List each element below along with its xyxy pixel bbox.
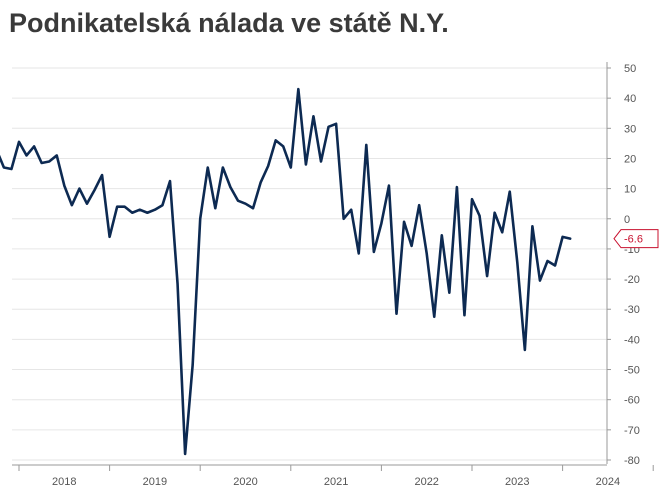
x-tick-label: 2023	[505, 476, 529, 488]
y-tick-label: 10	[624, 184, 636, 196]
callout-box	[613, 229, 659, 249]
gridlines	[12, 67, 607, 461]
y-tick-label: 30	[624, 123, 636, 135]
y-tick-label: 50	[624, 63, 636, 75]
x-tick-label: 2021	[324, 476, 348, 488]
y-tick-label: 20	[624, 153, 636, 165]
x-tick-label: 2022	[414, 476, 438, 488]
x-tick-label: 2020	[233, 476, 257, 488]
x-tick-label: 2018	[52, 476, 76, 488]
chart-title: Podnikatelská nálada ve státě N.Y.	[9, 8, 449, 38]
x-tick-label: 2024	[596, 476, 620, 488]
y-tick-label: -30	[624, 304, 640, 316]
callout-label: -6.6	[624, 234, 643, 246]
x-axis: 2018 2019 2020 2021 2022 2023 2024	[12, 464, 654, 488]
series-layer	[0, 87, 572, 456]
y-tick-label: 0	[624, 214, 630, 226]
x-tick-label: 2019	[143, 476, 167, 488]
y-tick-label: -50	[624, 365, 640, 377]
series-line	[0, 87, 572, 456]
last-value-callout: -6.6	[613, 229, 659, 249]
y-tick-label: -70	[624, 425, 640, 437]
y-tick-label: -40	[624, 334, 640, 346]
y-tick-label: -80	[624, 455, 640, 467]
y-tick-label: 40	[624, 93, 636, 105]
y-tick-label: -60	[624, 395, 640, 407]
y-tick-label: -20	[624, 274, 640, 286]
